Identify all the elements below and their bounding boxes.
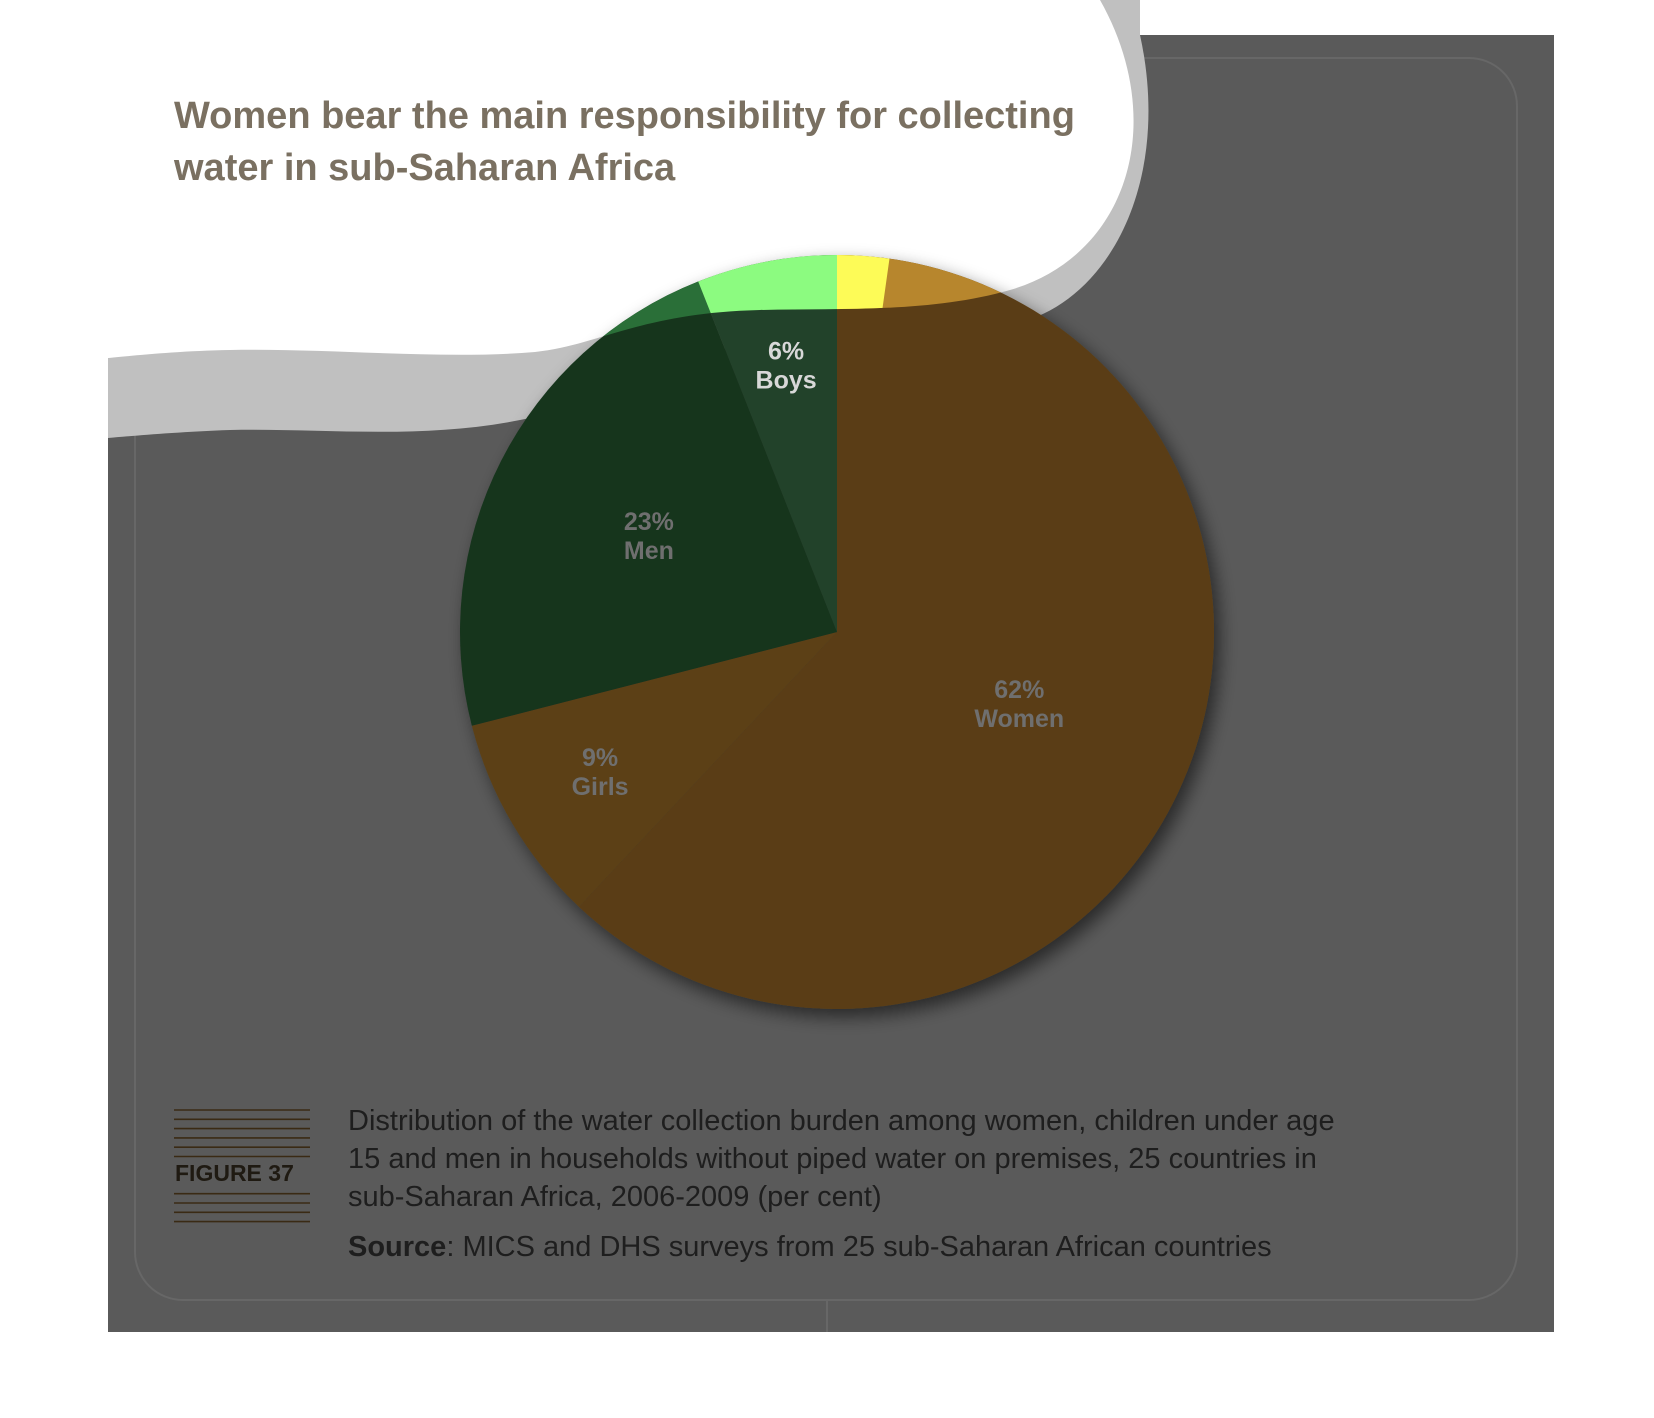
pie-slice-men [459,281,837,726]
source-label: Source [348,1231,446,1263]
pie-chart [459,254,1215,1009]
caption: Distribution of the water collection bur… [348,1105,1343,1213]
pie-labels: 62% Women 9% Girls 23% Men 6% Boys [572,337,1065,801]
figure-label-block: FIGURE 37 [174,1109,310,1223]
pie-label-name-girls: Girls [572,773,629,801]
pie-label-women: 62% Women [974,676,1064,733]
pie-label-name-women: Women [974,705,1064,733]
pie-label-value-boys: 6% [768,337,804,365]
pie-label-value-men: 23% [624,508,674,536]
caption-line-2: 15 and men in households without piped w… [348,1143,1317,1175]
title-line-2: water in sub-Saharan Africa [173,147,676,189]
pie-slice-girls [471,632,837,907]
pie-slice-women [578,254,1215,1009]
source-line: Source: MICS and DHS surveys from 25 sub… [348,1231,1272,1263]
figure-label: FIGURE 37 [175,1160,294,1186]
caption-line-3: sub-Saharan Africa, 2006-2009 (per cent) [348,1181,882,1213]
pie-slice-boys [698,255,837,632]
source-text: : MICS and DHS surveys from 25 sub-Sahar… [446,1231,1271,1263]
pie-label-value-women: 62% [994,676,1044,704]
pie-label-men: 23% Men [624,508,674,565]
pie-label-name-boys: Boys [756,366,817,394]
title-line-1: Women bear the main responsibility for c… [174,95,1075,137]
pie-label-boys: 6% Boys [756,337,817,394]
pie-label-girls: 9% Girls [572,744,629,801]
caption-line-1: Distribution of the water collection bur… [348,1105,1335,1137]
pie-label-value-girls: 9% [582,744,618,772]
pie-label-name-men: Men [624,537,674,565]
chart-title: Women bear the main responsibility for c… [173,95,1085,189]
